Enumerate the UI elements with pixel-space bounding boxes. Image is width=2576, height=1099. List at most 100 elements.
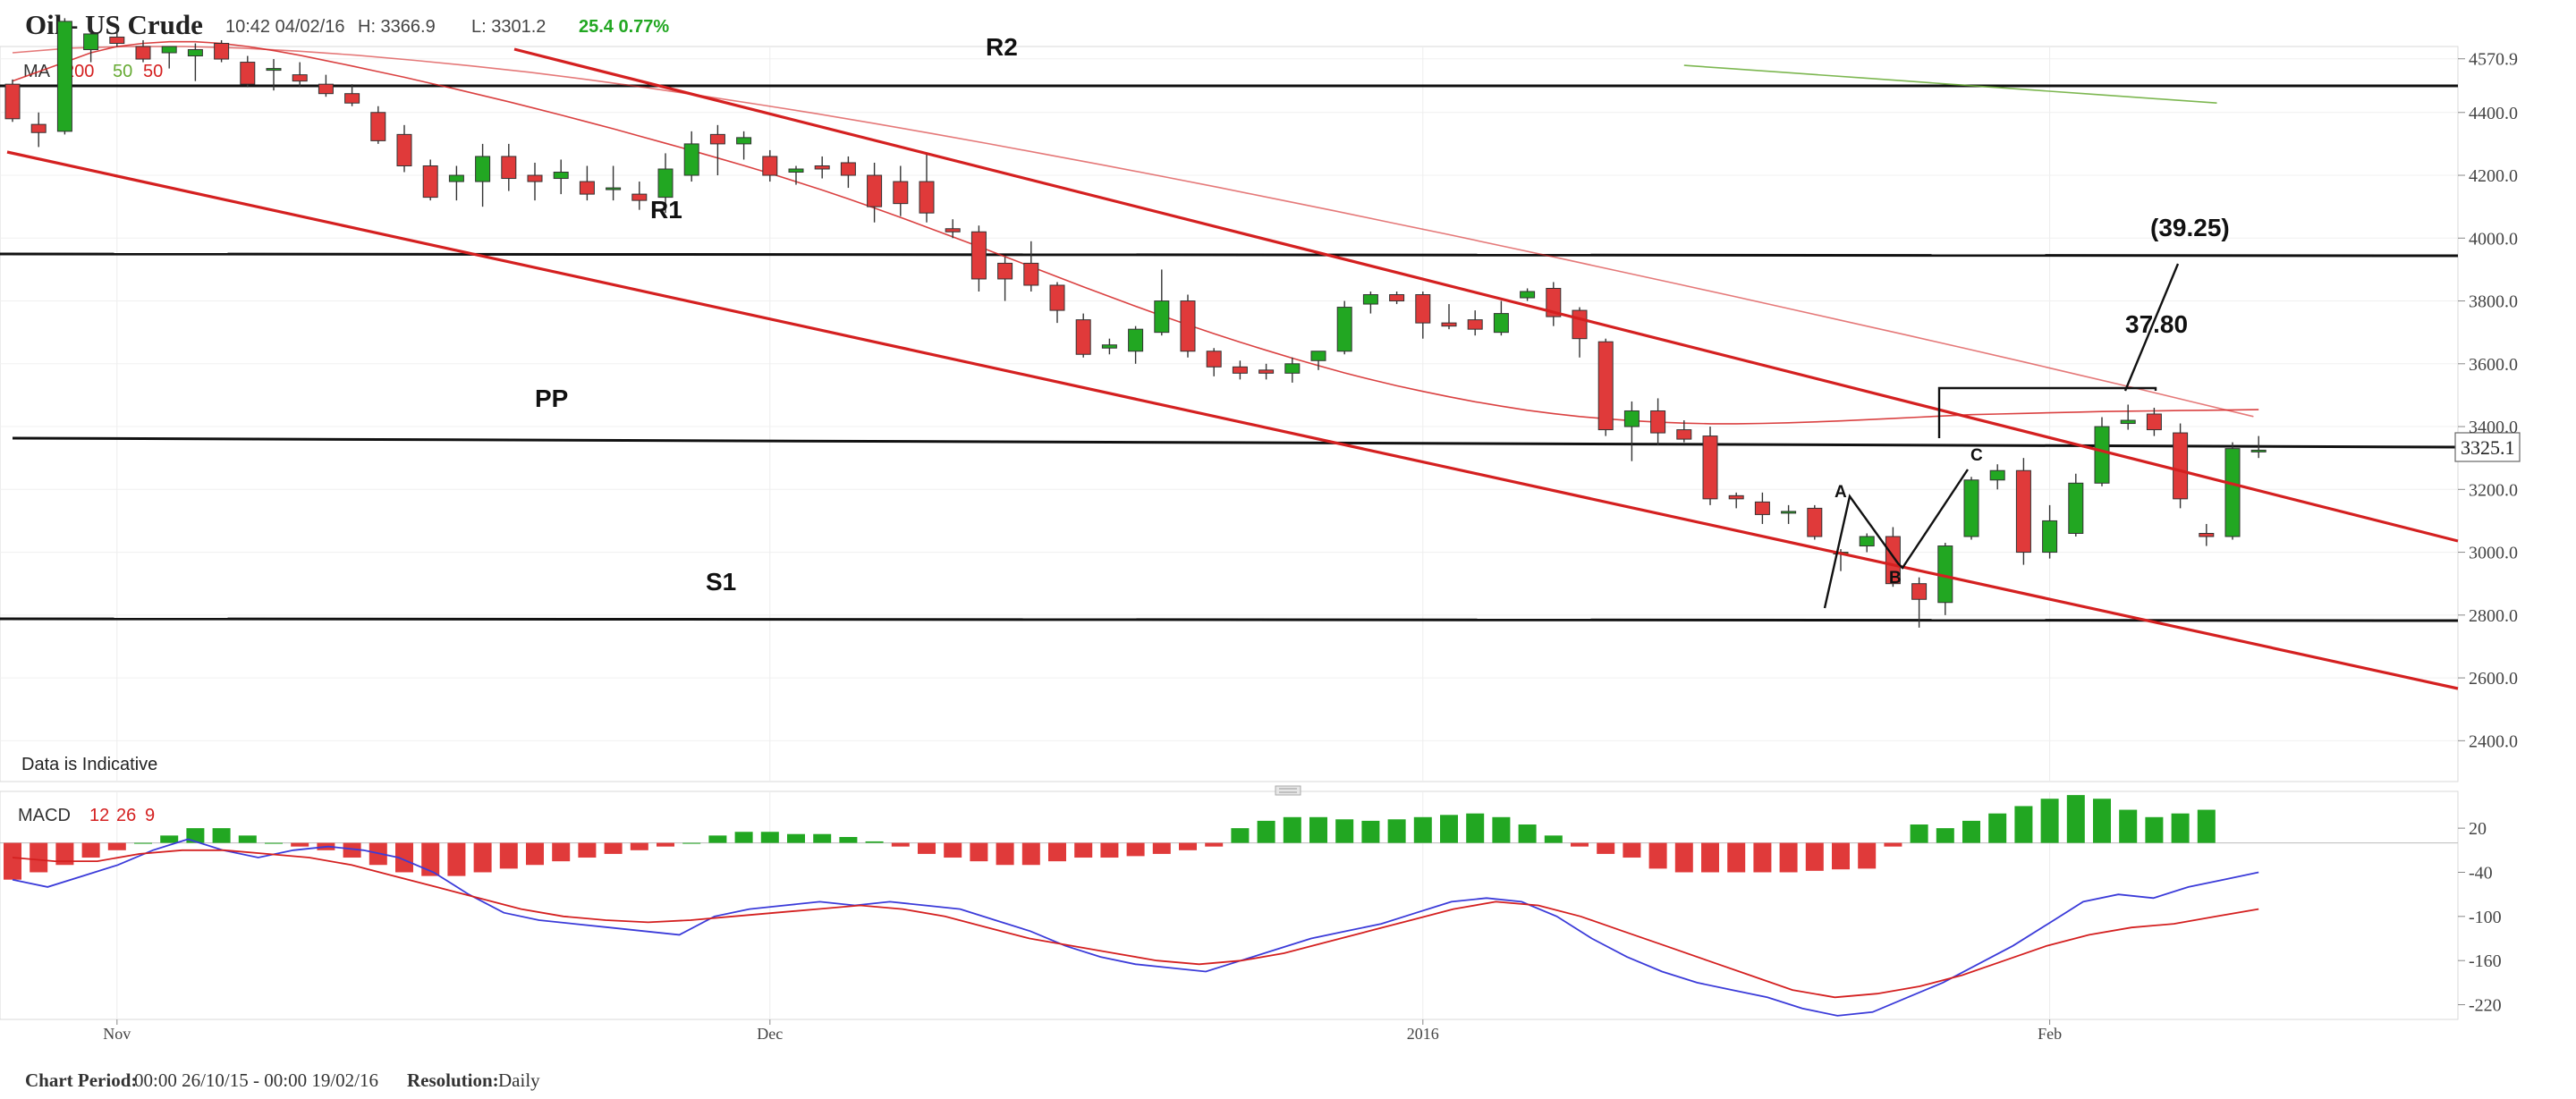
- candle-body: [1859, 536, 1875, 547]
- macd-bar: [1648, 842, 1667, 869]
- macd-grid: [116, 791, 2051, 1019]
- candle-body: [1154, 300, 1170, 334]
- macd-bar: [107, 842, 126, 850]
- price-tick-label: 2400.0: [2469, 731, 2518, 751]
- candle-body: [475, 156, 491, 182]
- macd-bar: [1205, 842, 1224, 847]
- candle-body: [2146, 413, 2162, 431]
- instrument-title: Oil - US Crude: [25, 9, 203, 40]
- ma-line-1: [12, 40, 2259, 425]
- macd-bar: [1544, 835, 1563, 843]
- macd-bar: [1988, 813, 2007, 843]
- indicative-note: Data is Indicative: [21, 755, 157, 774]
- macd-bar: [813, 833, 832, 843]
- candle-body: [1989, 469, 2005, 481]
- candle-body: [814, 165, 830, 170]
- target-bracket: [1937, 386, 2157, 438]
- price-tick-label: 4570.9: [2469, 50, 2518, 70]
- moving-averages: [12, 40, 2259, 425]
- macd-bar: [1126, 842, 1145, 857]
- price-tick-label: 3000.0: [2469, 544, 2518, 563]
- macd-bar: [1100, 842, 1119, 858]
- macd-bar: [291, 842, 309, 847]
- target-arrow: [2123, 263, 2180, 392]
- macd-bar: [1884, 842, 1902, 847]
- label-pp: PP: [535, 385, 568, 412]
- candle-body: [1336, 307, 1352, 352]
- macd-bar: [970, 842, 988, 862]
- candle-body: [422, 165, 438, 199]
- macd-bar: [891, 842, 910, 847]
- macd-axis: 20 -40 -100 -160 -220: [2458, 819, 2502, 1016]
- macd-bar: [1623, 842, 1641, 858]
- candle-body: [83, 33, 99, 51]
- candle-body: [1911, 583, 1928, 600]
- candle-body: [1441, 322, 1457, 327]
- candle-body: [1781, 511, 1797, 514]
- trend-channel: [6, 47, 2459, 690]
- macd-bar: [865, 841, 884, 843]
- panel-resize-handle[interactable]: [1275, 785, 1301, 796]
- candle-body: [1807, 507, 1823, 537]
- macd-tick-label: -160: [2469, 951, 2502, 971]
- macd-bar: [1832, 842, 1850, 870]
- candle-body: [867, 174, 883, 207]
- macd-bar: [526, 842, 544, 866]
- macd-bar: [395, 842, 413, 873]
- candle-body: [2015, 469, 2031, 554]
- macd-bar: [1701, 842, 1719, 873]
- candle-body: [657, 168, 674, 199]
- footer-period-label: Chart Period:: [25, 1069, 137, 1091]
- candle-body: [1885, 536, 1901, 585]
- macd-bar: [1910, 824, 1928, 843]
- price-grid: [0, 46, 2458, 782]
- price-tick-label: 3200.0: [2469, 480, 2518, 500]
- candle-body: [2068, 482, 2084, 534]
- macd-tick-label: -40: [2469, 863, 2493, 883]
- candle-body: [2199, 532, 2215, 537]
- x-tick-label: Dec: [757, 1025, 783, 1043]
- candle-body: [30, 123, 47, 133]
- macd-bar: [1858, 842, 1877, 869]
- candle-body: [2120, 419, 2136, 425]
- candle-body: [683, 143, 699, 176]
- candle-body: [1963, 479, 1979, 537]
- macd-bar: [134, 842, 152, 844]
- macd-bar: [160, 835, 179, 843]
- macd-bar: [473, 842, 492, 873]
- macd-bar: [944, 842, 962, 858]
- candle-body: [370, 112, 386, 141]
- candle-body: [840, 162, 856, 176]
- macd-bar: [499, 842, 518, 869]
- candle-body: [344, 93, 360, 104]
- candle-body: [1597, 341, 1614, 431]
- macd-bar: [1962, 820, 1980, 843]
- candle-body: [606, 187, 622, 190]
- macd-bar: [186, 828, 205, 843]
- macd-bar: [682, 842, 701, 844]
- macd-bar: [265, 842, 283, 844]
- candle-body: [762, 156, 778, 176]
- candle-body: [2224, 448, 2241, 537]
- last-price-badge: 3325.1: [2461, 436, 2515, 459]
- label-r2: R2: [986, 33, 1018, 61]
- candle-body: [109, 36, 125, 44]
- price-tick-label: 3600.0: [2469, 355, 2518, 375]
- macd-bar: [1152, 842, 1171, 854]
- macd-line: [12, 838, 2259, 1017]
- candle-body: [1754, 501, 1770, 515]
- macd-bar: [1335, 819, 1354, 843]
- header-low: L: 3301.2: [471, 17, 546, 37]
- macd-lines: [12, 838, 2259, 1017]
- macd-bar: [734, 832, 753, 843]
- price-axis: 2400.0 2600.0 2800.0 3000.0 3200.0 3400.0 3600…: [2458, 50, 2518, 751]
- pp-line: [12, 436, 2459, 449]
- price-panel-frame: [0, 46, 2459, 782]
- lower-trendline: [6, 150, 2459, 690]
- upper-trendline: [513, 47, 2459, 543]
- macd-bar: [1805, 842, 1824, 871]
- candle-body: [1206, 351, 1222, 368]
- price-tick-label: 4000.0: [2469, 229, 2518, 249]
- candle-body: [1362, 294, 1378, 305]
